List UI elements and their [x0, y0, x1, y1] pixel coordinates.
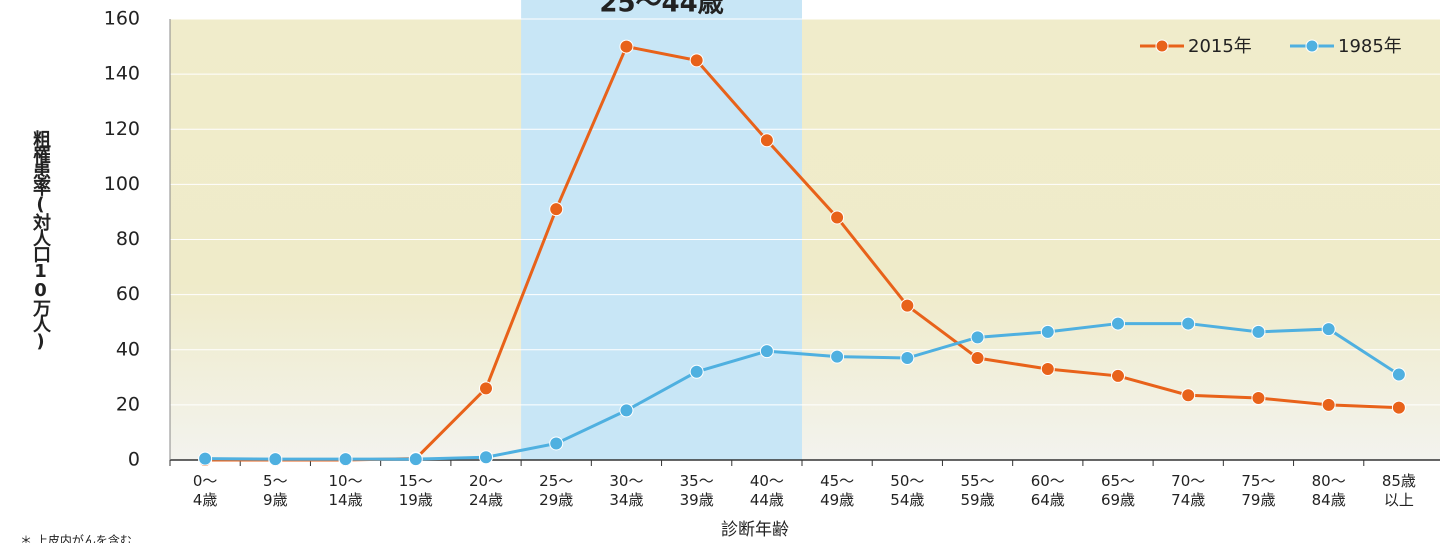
- x-tick-label: 40～ 44歳: [750, 472, 784, 509]
- data-point: [1111, 316, 1125, 331]
- x-tick-label: 10～ 14歳: [329, 472, 363, 509]
- data-point: [1181, 388, 1196, 403]
- data-point: [479, 450, 493, 465]
- legend-label: 2015年: [1188, 36, 1252, 57]
- data-point: [970, 351, 985, 366]
- data-point: [1040, 324, 1055, 339]
- data-point: [759, 133, 774, 148]
- legend-marker: [1305, 39, 1319, 53]
- data-point: [830, 210, 845, 225]
- x-axis-label: 診断年齢: [721, 520, 789, 540]
- data-point: [619, 403, 634, 418]
- data-point: [689, 364, 704, 379]
- y-tick-label: 0: [128, 449, 140, 471]
- y-tick-label: 120: [104, 118, 140, 140]
- data-point: [549, 202, 564, 217]
- y-tick-label: 160: [104, 8, 140, 30]
- data-point: [970, 330, 985, 345]
- data-point: [549, 436, 564, 451]
- x-tick-label: 50～ 54歳: [890, 472, 924, 509]
- data-point: [619, 39, 634, 54]
- x-tick-label: 5～ 9歳: [263, 472, 288, 509]
- y-tick-label: 20: [116, 393, 140, 415]
- data-point: [1040, 362, 1055, 377]
- data-point: [759, 344, 774, 359]
- data-point: [900, 298, 915, 313]
- x-tick-label: 75～ 79歳: [1241, 472, 1275, 509]
- data-point: [1251, 390, 1266, 405]
- data-point: [1321, 322, 1336, 337]
- x-tick-label: 30～ 34歳: [609, 472, 643, 509]
- x-tick-label: 55～ 59歳: [961, 472, 995, 509]
- data-point: [1111, 368, 1125, 383]
- x-tick-label: 35～ 39歳: [680, 472, 714, 509]
- y-tick-label: 40: [116, 338, 140, 360]
- legend-marker: [1155, 39, 1169, 53]
- data-point: [198, 451, 213, 466]
- y-tick-label: 80: [116, 228, 140, 250]
- series-line: [205, 322, 1400, 461]
- data-point: [830, 349, 845, 364]
- x-tick-label: 65～ 69歳: [1101, 472, 1135, 509]
- x-tick-label: 45～ 49歳: [820, 472, 854, 509]
- y-tick-label: 100: [104, 173, 140, 195]
- data-point: [1391, 400, 1406, 415]
- data-point: [338, 452, 353, 467]
- x-tick-label: 15～ 19歳: [399, 472, 433, 509]
- x-tick-label: 80～ 84歳: [1312, 472, 1346, 509]
- x-tick-label: 0～ 4歳: [193, 472, 218, 509]
- data-point: [1181, 316, 1196, 331]
- data-point: [268, 452, 283, 467]
- data-point: [900, 351, 915, 366]
- data-point: [689, 53, 704, 68]
- data-point: [1251, 324, 1266, 339]
- legend-label: 1985年: [1338, 36, 1402, 57]
- x-tick-label: 25～ 29歳: [539, 472, 573, 509]
- x-tick-label: 20～ 24歳: [469, 472, 503, 509]
- data-point: [408, 452, 423, 467]
- y-tick-label: 60: [116, 283, 140, 305]
- y-axis-label: 粗罹患率(対人口10万人): [30, 129, 52, 350]
- highlight-label: 25～44歳: [599, 0, 723, 19]
- data-point: [479, 381, 493, 396]
- highlight-band: [521, 0, 802, 460]
- x-tick-label: 85歳以上: [1382, 472, 1416, 509]
- y-tick-label: 140: [104, 63, 140, 85]
- data-point: [1321, 397, 1336, 412]
- footnote: ＊ 上皮内がんを含む: [20, 533, 132, 543]
- x-tick-label: 60～ 64歳: [1031, 472, 1065, 509]
- x-tick-label: 70～ 74歳: [1171, 472, 1205, 509]
- data-point: [1391, 367, 1406, 382]
